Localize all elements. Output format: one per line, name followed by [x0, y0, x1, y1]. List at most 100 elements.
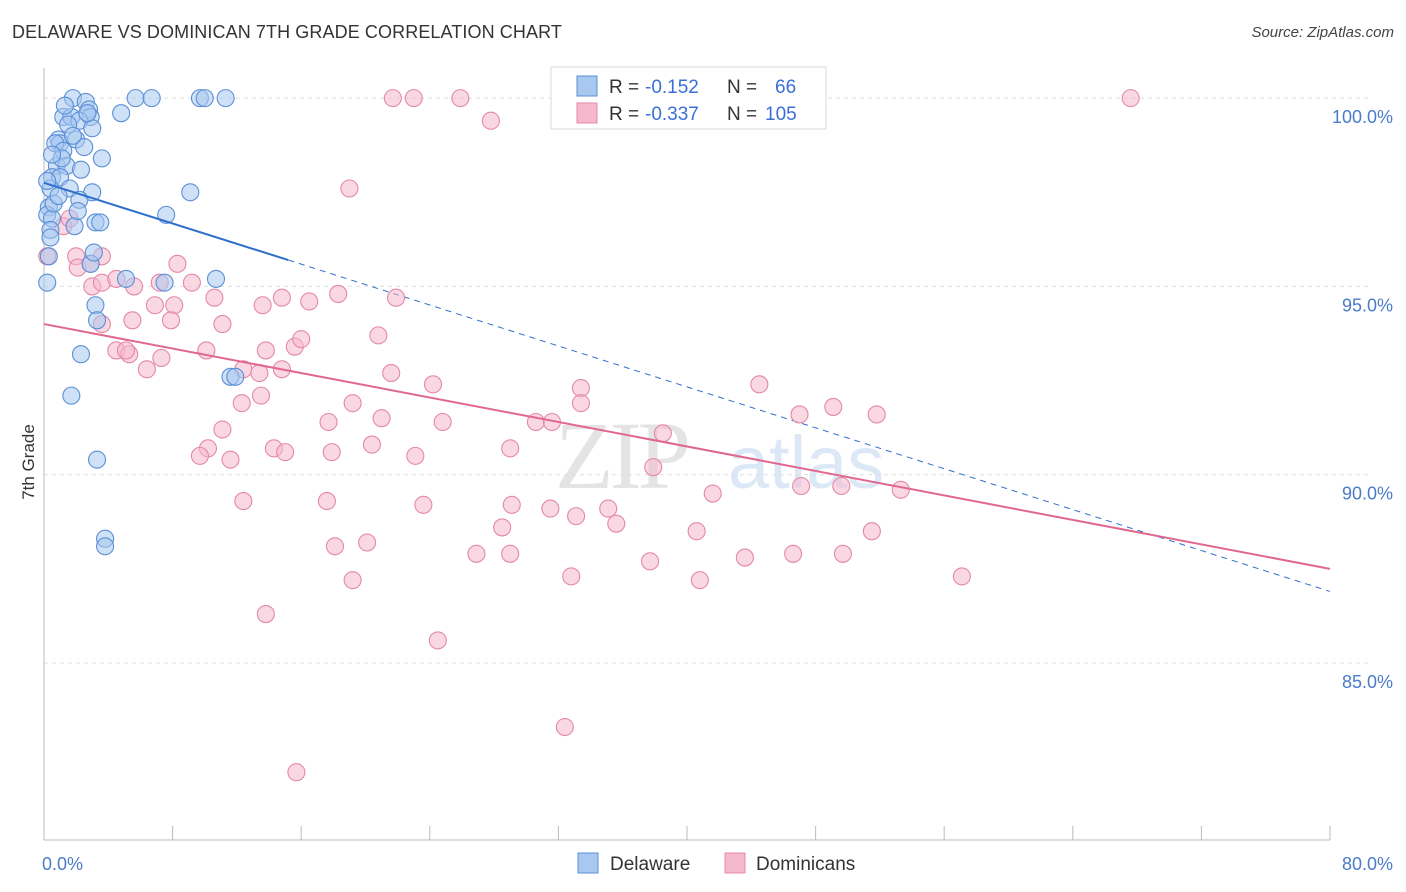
bottom-legend-label-dominicans: Dominicans [756, 854, 855, 875]
delaware-point-58 [63, 126, 82, 145]
dominicans-point-50 [251, 386, 271, 405]
dominicans-point-91 [467, 544, 486, 563]
dominicans-point-95 [784, 544, 803, 563]
dominicans-point-59 [319, 412, 338, 432]
source-label: Source: ZipAtlas.com [1251, 24, 1394, 41]
dominicans-point-55 [790, 405, 809, 424]
dominicans-point-73 [644, 458, 663, 477]
dominicans-point-46 [382, 363, 401, 383]
dominicans-point-75 [832, 476, 851, 496]
x-tick-labels: 0.0% 80.0% [42, 854, 1393, 874]
dominicans-point-78 [234, 492, 253, 511]
dominicans-point-51 [232, 394, 251, 413]
dominicans-point-94 [735, 548, 754, 567]
delaware-point-48 [87, 450, 107, 469]
dominicans-point-40 [292, 330, 311, 349]
delaware-point-46 [226, 367, 245, 386]
trend-lines [43, 181, 1331, 570]
dominicans-point-38 [256, 341, 275, 360]
delaware-point-59 [78, 104, 97, 123]
legend-r-value-delaware: -0.152 [645, 77, 699, 98]
dominicans-point-97 [343, 571, 362, 590]
dominicans-point-103 [555, 717, 574, 737]
dominicans-point-87 [687, 522, 706, 541]
dominicans-point-86 [493, 518, 512, 537]
dominicans-point-23 [272, 288, 291, 307]
dominicans-point-41 [369, 326, 388, 345]
dominicans-point-96 [833, 544, 852, 563]
legend-n-label-dominicans: N = [727, 104, 757, 125]
dominicans-point-25 [329, 284, 348, 304]
dominicans-point-85 [607, 514, 626, 533]
dominicans-point-2 [451, 89, 470, 108]
legend-n-label-delaware: N = [727, 77, 757, 98]
dominicans-point-32 [213, 315, 232, 334]
dominicans-point-66 [276, 443, 295, 462]
bottom-legend-swatch-dominicans [724, 852, 746, 874]
dominicans-point-98 [562, 567, 581, 586]
delaware-trend-line [43, 181, 289, 262]
bottom-legend-label-delaware: Delaware [610, 854, 690, 875]
dominicans-point-52 [343, 394, 362, 413]
legend-r-label-dominicans: R = [609, 104, 639, 125]
dominicans-point-62 [653, 424, 672, 443]
dominicans-point-58 [433, 412, 452, 432]
delaware-point-50 [96, 537, 115, 556]
dominicans-point-53 [571, 394, 590, 413]
dominicans-point-42 [137, 360, 156, 379]
legend-swatch-dominicans [576, 102, 598, 124]
dominicans-point-31 [161, 311, 181, 330]
dominicans-point-1 [404, 89, 423, 108]
delaware-point-13 [83, 119, 102, 138]
delaware-point-57 [41, 228, 60, 247]
dominicans-point-36 [152, 348, 171, 368]
dominicans-point-90 [358, 533, 377, 552]
watermark: ZIP atlas [555, 402, 884, 509]
dominicans-point-28 [165, 296, 184, 315]
delaware-point-38 [38, 273, 57, 292]
dominicans-point-19 [168, 254, 187, 273]
delaware-point-2 [126, 89, 145, 108]
dominicans-point-83 [599, 499, 618, 518]
delaware-point-64 [68, 202, 87, 221]
dominicans-point-102 [428, 631, 447, 650]
dominicans-point-5 [481, 111, 500, 130]
dominicans-point-4 [1121, 89, 1140, 108]
delaware-point-39 [116, 269, 136, 288]
delaware-point-42 [86, 296, 105, 315]
delaware-point-6 [216, 89, 235, 108]
watermark-zip: ZIP [555, 402, 688, 509]
dominicans-point-27 [145, 296, 164, 315]
dominicans-point-80 [414, 495, 433, 514]
dominicans-point-79 [317, 492, 336, 511]
x-tick-label-max: 80.0% [1342, 854, 1393, 874]
dominicans-point-35 [116, 341, 136, 360]
delaware-point-19 [92, 149, 111, 168]
dominicans-point-70 [190, 446, 209, 465]
delaware-point-11 [112, 104, 131, 123]
legend: R = -0.152 N = 66 R = -0.337 N = 105 [550, 66, 827, 130]
dominicans-point-63 [213, 420, 232, 439]
dominicans-point-47 [423, 375, 443, 394]
delaware-point-3 [142, 89, 161, 108]
series-dominicans-points [38, 89, 1140, 782]
dominicans-point-92 [501, 544, 520, 563]
dominicans-point-88 [862, 522, 881, 541]
delaware-point-61 [84, 243, 103, 262]
delaware-point-34 [91, 213, 110, 232]
delaware-point-43 [87, 311, 107, 330]
delaware-point-22 [71, 160, 91, 179]
delaware-point-47 [62, 386, 81, 405]
dominicans-point-21 [205, 288, 224, 307]
dominicans-point-82 [541, 499, 560, 518]
dominicans-point-24 [300, 292, 319, 311]
dominicans-point-68 [362, 435, 381, 454]
dominicans-point-29 [123, 311, 142, 330]
dominicans-point-76 [891, 480, 910, 499]
dominicans-trend-line [43, 323, 1331, 570]
x-tick-label-min: 0.0% [42, 854, 83, 874]
axes [43, 68, 1331, 841]
bottom-legend: Delaware Dominicans [577, 852, 855, 875]
dominicans-point-0 [383, 89, 402, 108]
